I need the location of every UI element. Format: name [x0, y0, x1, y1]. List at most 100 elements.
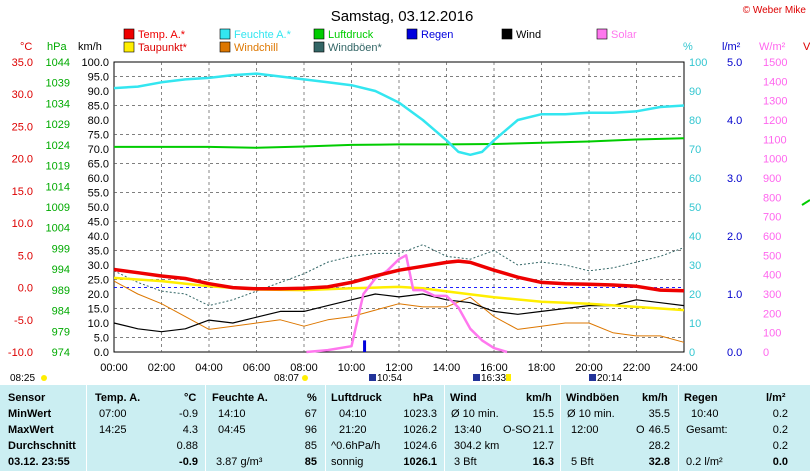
- min-wind: 15.5: [532, 408, 554, 420]
- temp-tick: 25.0: [12, 121, 33, 133]
- solar-tick: 700: [763, 212, 781, 224]
- humidity-tick: 80: [689, 115, 701, 127]
- wind-tick: 65.0: [88, 159, 109, 171]
- time-tick: 02:00: [148, 362, 176, 374]
- solar-tick: 300: [763, 289, 781, 301]
- temp-tick: 15.0: [12, 186, 33, 198]
- max-gust: 46.5: [648, 424, 670, 436]
- max-wind-direction: O-SO: [503, 424, 532, 436]
- legend-label: Wind: [516, 29, 541, 41]
- time-tick: 12:00: [385, 362, 413, 374]
- solar-tick: 0: [763, 347, 769, 359]
- total-rain-label: Gesamt:: [686, 424, 728, 436]
- pressure-tick: 999: [52, 243, 70, 255]
- legend-swatch: [123, 28, 135, 40]
- wind-tick: 45.0: [88, 217, 109, 229]
- legend-swatch: [219, 28, 231, 40]
- row-max-label: MaxWert: [8, 424, 54, 436]
- solar-tick: 200: [763, 308, 781, 320]
- wind-distance: 304.2 km: [454, 440, 500, 452]
- chart-title: Samstag, 03.12.2016: [331, 8, 474, 25]
- chart-legend: Temp. A.* Feuchte A.* Luftdruck Regen Wind So…: [123, 28, 637, 54]
- time-tick: 16:00: [480, 362, 508, 374]
- max-temp-time: 14:25: [99, 424, 127, 436]
- max-gust-direction: O: [636, 424, 645, 436]
- rain-tick: 5.0: [727, 57, 742, 69]
- max-pressure: 1026.2: [403, 424, 437, 436]
- header-wind: Wind: [450, 392, 477, 404]
- wind-tick: 5.0: [94, 333, 109, 345]
- time-tick: 18:00: [528, 362, 556, 374]
- summary-table: Sensor Temp. A. °C Feuchte A. % Luftdruc…: [0, 385, 810, 471]
- humidity-tick: 60: [689, 173, 701, 185]
- sunrise-icon: [473, 374, 480, 381]
- rain-tick: 4.0: [727, 115, 742, 127]
- humidity-tick: 30: [689, 260, 701, 272]
- row-avg-label: Durchschnitt: [8, 440, 76, 452]
- solar-tick: 1000: [763, 154, 787, 166]
- wind-tick: 70.0: [88, 144, 109, 156]
- time-tick: 04:00: [195, 362, 223, 374]
- wind-tick: 80.0: [88, 115, 109, 127]
- wind-beaufort: 3 Bft: [454, 456, 477, 468]
- unit-wind: km/h: [78, 41, 102, 53]
- legend-label: Taupunkt*: [138, 42, 188, 54]
- solar-tick: 900: [763, 173, 781, 185]
- wind-tick: 50.0: [88, 202, 109, 214]
- series-temp-a: [113, 259, 685, 293]
- humidity-tick: 40: [689, 231, 701, 243]
- unit-rain: l/m²: [722, 41, 741, 53]
- pressure-tick: 1029: [46, 119, 70, 131]
- min-rain-time: 10:40: [691, 408, 719, 420]
- header-humidity-unit: %: [307, 392, 317, 404]
- wind-tick: 10.0: [88, 318, 109, 330]
- temp-tick: 0.0: [18, 283, 33, 295]
- summary-separator: [678, 385, 679, 471]
- series-windb-en: [113, 244, 685, 307]
- pressure-tick: 979: [52, 326, 70, 338]
- data-series: [113, 72, 685, 354]
- rain-tick: 3.0: [727, 173, 742, 185]
- wind-tick: 40.0: [88, 231, 109, 243]
- rain-tick: 1.0: [727, 289, 742, 301]
- wind-tick: 15.0: [88, 304, 109, 316]
- min-humidity: 67: [304, 408, 317, 420]
- wind-tick: 60.0: [88, 173, 109, 185]
- header-rain: Regen: [684, 392, 718, 404]
- header-gust: Windböen: [566, 392, 620, 404]
- min-humidity-time: 14:10: [218, 408, 246, 420]
- avg-rain: 0.2: [772, 440, 788, 452]
- current-rain: 0.0: [772, 456, 788, 468]
- wind-tick: 30.0: [88, 260, 109, 272]
- current-gust: 32.8: [648, 456, 670, 468]
- axis-unit-labels: °C hPa km/h % l/m² W/m²: [20, 41, 786, 53]
- min-temp: -0.9: [179, 408, 198, 420]
- sunset-icon: [506, 374, 511, 381]
- header-temp: Temp. A.: [95, 392, 141, 404]
- legend-label: Feuchte A.*: [234, 29, 292, 41]
- max-wind: 21.1: [532, 424, 554, 436]
- temp-tick: 10.0: [12, 218, 33, 230]
- solar-tick: 100: [763, 328, 781, 340]
- avg-humidity: 85: [304, 440, 317, 452]
- time-tick: 06:00: [243, 362, 271, 374]
- right-edge-green-mark: [801, 199, 810, 206]
- weather-chart: Samstag, 03.12.2016 © Weber Mike Temp. A…: [8, 5, 810, 384]
- header-pressure: Luftdruck: [331, 392, 382, 404]
- min-gust-label: Ø 10 min.: [567, 408, 615, 420]
- pressure-tick: 1004: [46, 223, 70, 235]
- max-humidity: 96: [304, 424, 317, 436]
- total-rain: 0.2: [772, 424, 788, 436]
- current-humidity: 85: [304, 456, 317, 468]
- wind-tick: 100.0: [81, 57, 109, 69]
- rain-tick: 0.0: [727, 347, 742, 359]
- legend-swatch: [501, 28, 513, 40]
- current-pressure: 1026.1: [403, 456, 437, 468]
- header-temp-unit: °C: [184, 392, 197, 404]
- legend-label: Solar: [611, 29, 637, 41]
- wind-tick: 20.0: [88, 289, 109, 301]
- header-rain-unit: l/m²: [766, 392, 786, 404]
- summary-separator: [325, 385, 326, 471]
- pressure-tick: 1009: [46, 202, 70, 214]
- min-pressure: 1023.3: [403, 408, 437, 420]
